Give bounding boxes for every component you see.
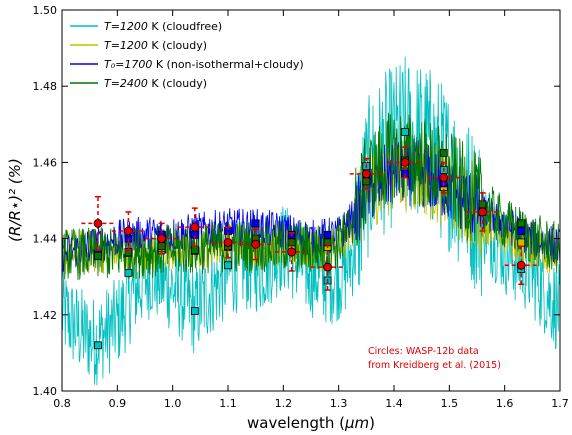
series-layer	[62, 56, 560, 386]
legend-entry: T=2400 K (cloudy)	[70, 77, 207, 90]
y-tick-label: 1.46	[33, 156, 58, 169]
legend-label: T₀=1700 K (non-isothermal+cloudy)	[104, 58, 304, 71]
model-marker	[94, 341, 102, 350]
legend-entry: T=1200 K (cloudfree)	[70, 20, 222, 33]
legend-label: T=1200 K (cloudfree)	[104, 20, 222, 33]
data-point	[361, 169, 371, 179]
y-axis-title: (R/R⋆)² (%)	[6, 158, 24, 242]
legend-label: T=1200 K (cloudy)	[104, 39, 207, 52]
x-axis-title: wavelength (μm)	[247, 414, 375, 432]
legend-entry: T=1200 K (cloudy)	[70, 39, 207, 52]
x-tick-label: 0.9	[109, 397, 127, 410]
data-point	[516, 260, 526, 270]
x-axis-title-suffix: )	[369, 414, 375, 432]
model-marker	[401, 128, 409, 136]
model-marker	[94, 251, 102, 260]
x-tick-label: 1.7	[551, 397, 569, 410]
legend-rest: K (non-isothermal+cloudy)	[152, 58, 303, 71]
data-point	[93, 218, 103, 228]
data-point	[123, 226, 133, 236]
legend-math: T=2400	[104, 77, 148, 90]
x-tick-label: 1.6	[496, 397, 514, 410]
data-point	[439, 173, 449, 183]
data-point	[190, 222, 200, 232]
y-tick-label: 1.40	[33, 385, 58, 398]
plot-frame	[61, 9, 561, 392]
annotation: Circles: WASP-12b data from Kreidberg et…	[368, 346, 501, 371]
y-tick-label: 1.48	[33, 80, 58, 93]
legend-math: T=1200	[104, 39, 148, 52]
legend-rest: K (cloudy)	[148, 77, 207, 90]
legend-math: T₀=1700	[104, 58, 152, 71]
model-marker	[323, 230, 332, 239]
data-point	[478, 207, 487, 217]
x-tick-label: 1.4	[385, 397, 403, 410]
legend-math: T=1200	[104, 20, 148, 33]
legend-entry: T₀=1700 K (non-isothermal+cloudy)	[70, 58, 304, 71]
annotation-line-1: Circles: WASP-12b data	[368, 346, 479, 357]
x-tick-label: 1.2	[275, 397, 293, 410]
x-axis-title-unit: μm	[344, 414, 369, 432]
model-marker	[517, 219, 526, 228]
model-marker	[224, 261, 232, 270]
model-marker	[190, 307, 199, 315]
model-marker	[439, 148, 448, 157]
legend-label: T=2400 K (cloudy)	[104, 77, 207, 90]
x-tick-label: 1.0	[164, 397, 182, 410]
y-tick-label: 1.44	[33, 233, 58, 246]
data-point	[323, 262, 333, 272]
model-marker	[517, 227, 526, 235]
tick-layer: 0.8 0.9 1.0 1.1 1.2 1.3 1.4 1.5 1.6 1.7 1.40 1.42 1.…	[33, 4, 569, 410]
data-point	[400, 157, 410, 167]
series-line	[62, 112, 560, 281]
x-axis-title-prefix: wavelength (	[247, 414, 345, 432]
data-point	[287, 247, 297, 257]
observation-layer	[81, 146, 538, 291]
data-point	[223, 238, 233, 247]
x-tick-label: 1.5	[441, 397, 459, 410]
legend: T=1200 K (cloudfree) T=1200 K (cloudy) T…	[70, 20, 304, 90]
legend-rest: K (cloudy)	[148, 39, 207, 52]
model-marker	[190, 246, 199, 254]
x-tick-label: 0.8	[53, 397, 71, 410]
legend-rest: K (cloudfree)	[148, 20, 222, 33]
model-marker	[517, 238, 526, 247]
y-tick-label: 1.50	[33, 4, 58, 17]
model-marker	[124, 268, 133, 277]
x-tick-label: 1.3	[330, 397, 348, 410]
data-point	[157, 234, 167, 244]
data-point	[251, 239, 261, 249]
annotation-line-2: from Kreidberg et al. (2015)	[368, 360, 501, 371]
x-tick-label: 1.1	[219, 397, 237, 410]
y-tick-label: 1.42	[33, 309, 58, 322]
model-marker	[251, 219, 260, 228]
